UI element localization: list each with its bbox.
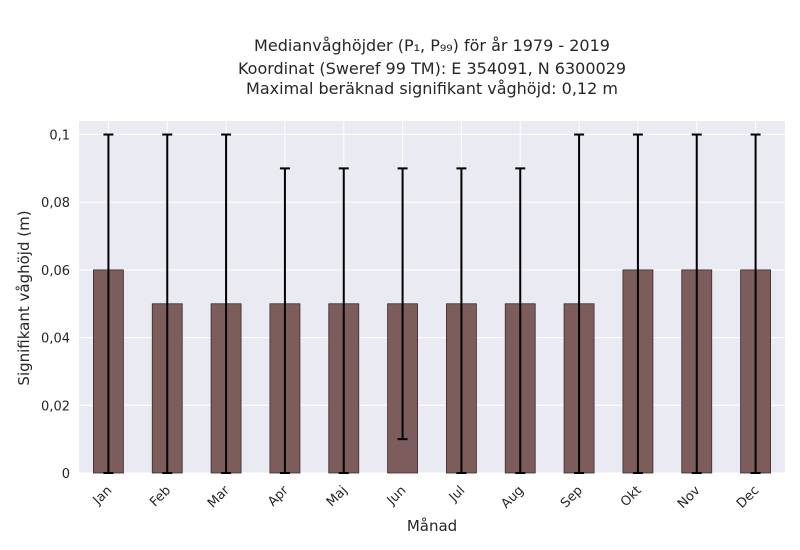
x-tick-label: Maj	[324, 483, 351, 510]
x-tick-label: Jul	[446, 483, 468, 505]
error-bar-okt	[632, 133, 643, 474]
plot-area	[79, 121, 785, 473]
error-bar-jun	[397, 167, 408, 441]
x-tick-label: Jun	[384, 483, 410, 509]
y-tick-label: 0	[62, 467, 70, 482]
title-line-3: Maximal beräknad signifikant våghöjd: 0,…	[246, 79, 618, 98]
x-tick-label: Mar	[205, 483, 233, 511]
error-bar-dec	[750, 133, 761, 474]
x-tick-label: Nov	[675, 483, 704, 512]
y-tick-label: 0,08	[41, 196, 70, 211]
y-tick-label: 0,02	[41, 399, 70, 414]
error-bar-jul	[456, 167, 467, 474]
x-tick-label: Okt	[618, 483, 645, 510]
x-tick-label: Apr	[265, 483, 292, 510]
y-tick-label: 0,04	[41, 332, 70, 347]
y-axis-ticks: 0 0,02 0,04 0,06 0,08 0,1	[41, 129, 70, 482]
error-bar-mar	[221, 133, 232, 474]
error-bar-feb	[162, 133, 173, 474]
error-bar-maj	[338, 167, 349, 474]
error-bars	[103, 133, 761, 474]
y-tick-label: 0,06	[41, 264, 70, 279]
x-axis-label: Månad	[407, 517, 457, 535]
x-tick-label: Sep	[558, 483, 586, 511]
x-tick-label: Dec	[734, 483, 762, 511]
error-bar-sep	[574, 133, 585, 474]
x-tick-label: Aug	[499, 483, 528, 512]
error-bar-aug	[515, 167, 526, 474]
chart-title: Medianvåghöjder (P₁, P₉₉) för år 1979 - …	[238, 36, 626, 98]
error-bar-jan	[103, 133, 114, 474]
title-line-2: Koordinat (Sweref 99 TM): E 354091, N 63…	[238, 59, 626, 78]
x-tick-label: Jan	[90, 483, 115, 508]
y-tick-label: 0,1	[49, 129, 70, 144]
x-axis-ticks: Jan Feb Mar Apr Maj Jun Jul Aug Sep Okt Nov Dec	[90, 483, 763, 512]
error-bar-apr	[279, 167, 290, 474]
x-tick-label: Feb	[147, 483, 174, 510]
title-line-1: Medianvåghöjder (P₁, P₉₉) för år 1979 - …	[254, 36, 610, 55]
y-axis-label: Signifikant våghöjd (m)	[15, 210, 33, 385]
error-bar-nov	[691, 133, 702, 474]
